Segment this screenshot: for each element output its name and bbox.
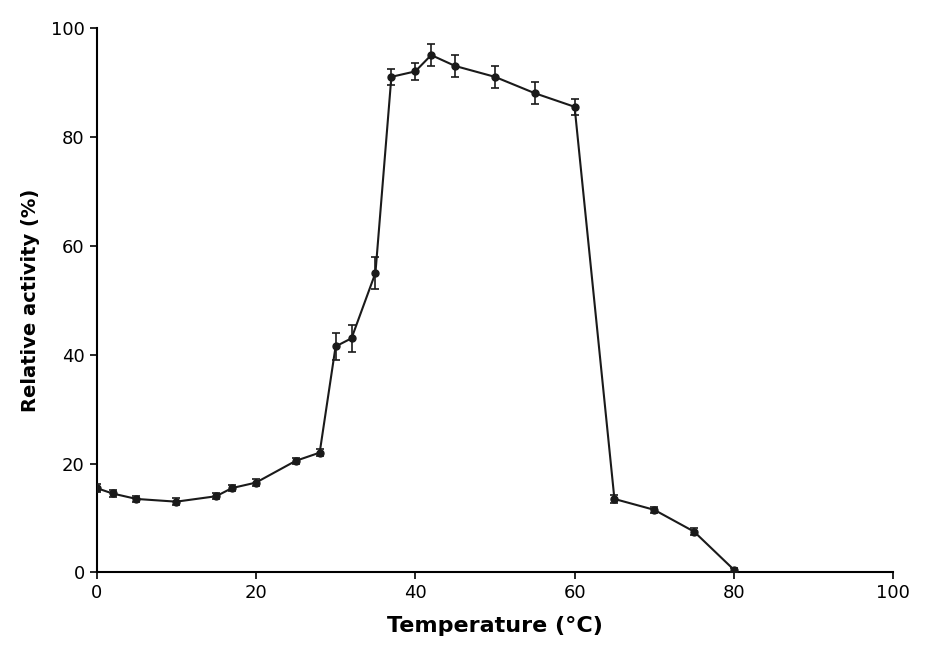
Y-axis label: Relative activity (%): Relative activity (%) [20,189,40,412]
X-axis label: Temperature (°C): Temperature (°C) [387,616,603,636]
